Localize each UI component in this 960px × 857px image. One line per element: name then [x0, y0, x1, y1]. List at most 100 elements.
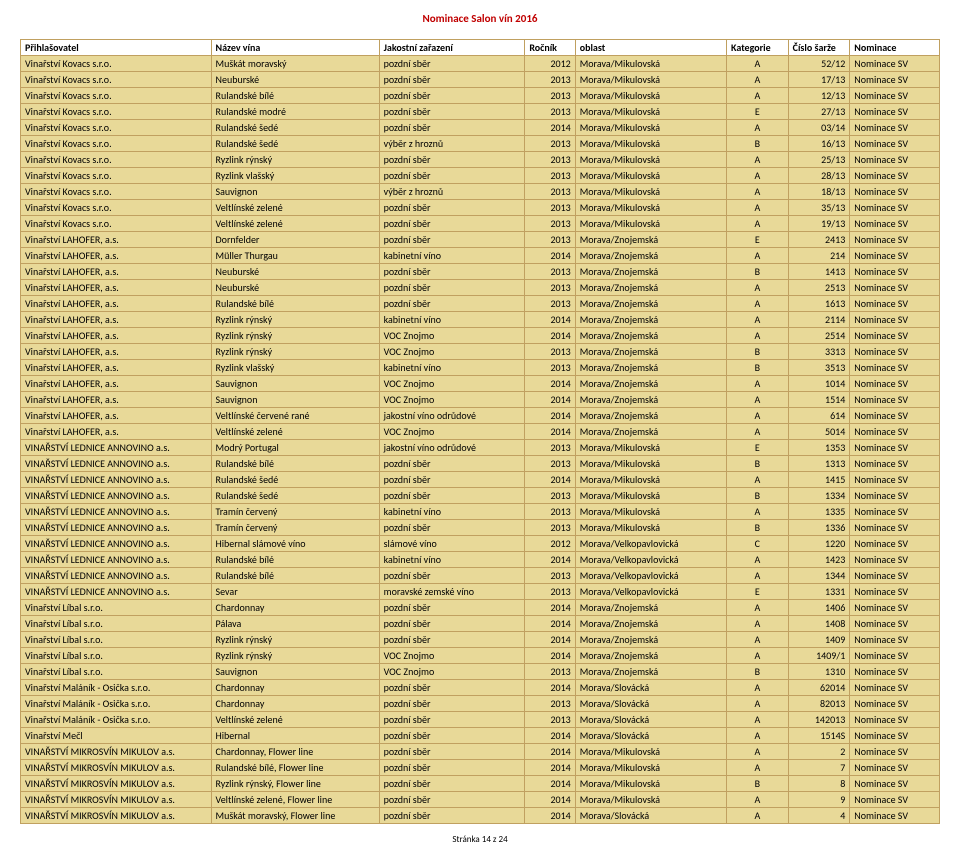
table-cell: A [727, 728, 789, 744]
table-cell: Morava/Mikulovská [575, 744, 726, 760]
table-cell: pozdní sběr [379, 520, 525, 536]
table-cell: výběr z hroznů [379, 136, 525, 152]
table-cell: Chardonnay [211, 600, 379, 616]
table-cell: Vinařství Kovacs s.r.o. [21, 56, 212, 72]
table-cell: 2014 [525, 776, 575, 792]
table-cell: Rulandské modré [211, 104, 379, 120]
table-cell: pozdní sběr [379, 680, 525, 696]
table-row: VINAŘSTVÍ LEDNICE ANNOVINO a.s.Rulandské… [21, 552, 940, 568]
table-row: Vinařství LAHOFER, a.s.Neubursképozdní s… [21, 280, 940, 296]
table-cell: B [727, 456, 789, 472]
table-cell: Morava/Mikulovská [575, 488, 726, 504]
table-cell: Morava/Mikulovská [575, 520, 726, 536]
table-header-cell: Název vína [211, 40, 379, 56]
table-cell: pozdní sběr [379, 152, 525, 168]
table-cell: Morava/Mikulovská [575, 152, 726, 168]
table-cell: Vinařství Mečl [21, 728, 212, 744]
table-row: VINAŘSTVÍ LEDNICE ANNOVINO a.s.Rulandské… [21, 568, 940, 584]
table-header-cell: Kategorie [727, 40, 789, 56]
table-row: Vinařství Kovacs s.r.o.Ryzlink vlašskýpo… [21, 168, 940, 184]
table-cell: Vinařství LAHOFER, a.s. [21, 248, 212, 264]
table-cell: Morava/Velkopavlovická [575, 552, 726, 568]
table-cell: Morava/Znojemská [575, 392, 726, 408]
table-header-cell: Jakostní zařazení [379, 40, 525, 56]
table-cell: 2013 [525, 136, 575, 152]
table-cell: VOC Znojmo [379, 424, 525, 440]
table-cell: Veltlínské červené rané [211, 408, 379, 424]
table-cell: Morava/Znojemská [575, 600, 726, 616]
table-cell: Ryzlink rýnský [211, 648, 379, 664]
table-cell: 214 [788, 248, 850, 264]
table-cell: Ryzlink rýnský [211, 152, 379, 168]
table-cell: Nominace SV [850, 232, 940, 248]
table-cell: A [727, 808, 789, 824]
table-cell: 82013 [788, 696, 850, 712]
table-cell: 3513 [788, 360, 850, 376]
table-cell: Vinařství Kovacs s.r.o. [21, 136, 212, 152]
table-cell: pozdní sběr [379, 104, 525, 120]
table-cell: E [727, 232, 789, 248]
table-cell: 5014 [788, 424, 850, 440]
table-cell: 1353 [788, 440, 850, 456]
table-row: VINAŘSTVÍ LEDNICE ANNOVINO a.s.Hibernal … [21, 536, 940, 552]
table-cell: VINAŘSTVÍ LEDNICE ANNOVINO a.s. [21, 584, 212, 600]
table-cell: A [727, 184, 789, 200]
table-cell: Morava/Slovácká [575, 728, 726, 744]
table-cell: Nominace SV [850, 552, 940, 568]
table-cell: Nominace SV [850, 536, 940, 552]
table-cell: 2012 [525, 536, 575, 552]
table-cell: 2014 [525, 472, 575, 488]
table-cell: 2014 [525, 728, 575, 744]
table-cell: 2013 [525, 280, 575, 296]
table-cell: VINAŘSTVÍ LEDNICE ANNOVINO a.s. [21, 536, 212, 552]
table-cell: Morava/Znojemská [575, 232, 726, 248]
table-cell: 2013 [525, 72, 575, 88]
page-title: Nominace Salon vín 2016 [20, 12, 940, 25]
table-cell: 1336 [788, 520, 850, 536]
table-cell: 2014 [525, 120, 575, 136]
table-cell: Morava/Slovácká [575, 712, 726, 728]
table-cell: Morava/Mikulovská [575, 440, 726, 456]
table-cell: Neuburské [211, 264, 379, 280]
table-cell: Hibernal slámové víno [211, 536, 379, 552]
table-cell: Vinařství Kovacs s.r.o. [21, 216, 212, 232]
table-row: VINAŘSTVÍ LEDNICE ANNOVINO a.s.Sevarmora… [21, 584, 940, 600]
table-cell: 2013 [525, 504, 575, 520]
table-cell: E [727, 440, 789, 456]
table-cell: Nominace SV [850, 216, 940, 232]
table-cell: A [727, 760, 789, 776]
table-cell: pozdní sběr [379, 696, 525, 712]
table-cell: Morava/Slovácká [575, 808, 726, 824]
table-cell: Nominace SV [850, 760, 940, 776]
table-cell: A [727, 280, 789, 296]
table-cell: B [727, 264, 789, 280]
table-cell: A [727, 504, 789, 520]
table-cell: 2014 [525, 616, 575, 632]
table-cell: 2 [788, 744, 850, 760]
table-cell: Nominace SV [850, 408, 940, 424]
table-cell: B [727, 520, 789, 536]
table-cell: 1409 [788, 632, 850, 648]
table-cell: Sevar [211, 584, 379, 600]
table-cell: 16/13 [788, 136, 850, 152]
table-cell: Rulandské bílé, Flower line [211, 760, 379, 776]
table-cell: pozdní sběr [379, 280, 525, 296]
table-cell: E [727, 104, 789, 120]
table-cell: Nominace SV [850, 280, 940, 296]
table-cell: Chardonnay, Flower line [211, 744, 379, 760]
table-cell: výběr z hroznů [379, 184, 525, 200]
table-cell: 2013 [525, 712, 575, 728]
table-cell: Pálava [211, 616, 379, 632]
table-cell: pozdní sběr [379, 200, 525, 216]
table-cell: Rulandské bílé [211, 552, 379, 568]
table-cell: moravské zemské víno [379, 584, 525, 600]
table-cell: A [727, 152, 789, 168]
table-cell: VINAŘSTVÍ MIKROSVÍN MIKULOV a.s. [21, 776, 212, 792]
table-cell: A [727, 680, 789, 696]
table-header-cell: Nominace [850, 40, 940, 56]
table-cell: pozdní sběr [379, 616, 525, 632]
table-cell: Ryzlink rýnský [211, 312, 379, 328]
table-cell: Nominace SV [850, 120, 940, 136]
table-cell: A [727, 600, 789, 616]
table-cell: Ryzlink rýnský, Flower line [211, 776, 379, 792]
